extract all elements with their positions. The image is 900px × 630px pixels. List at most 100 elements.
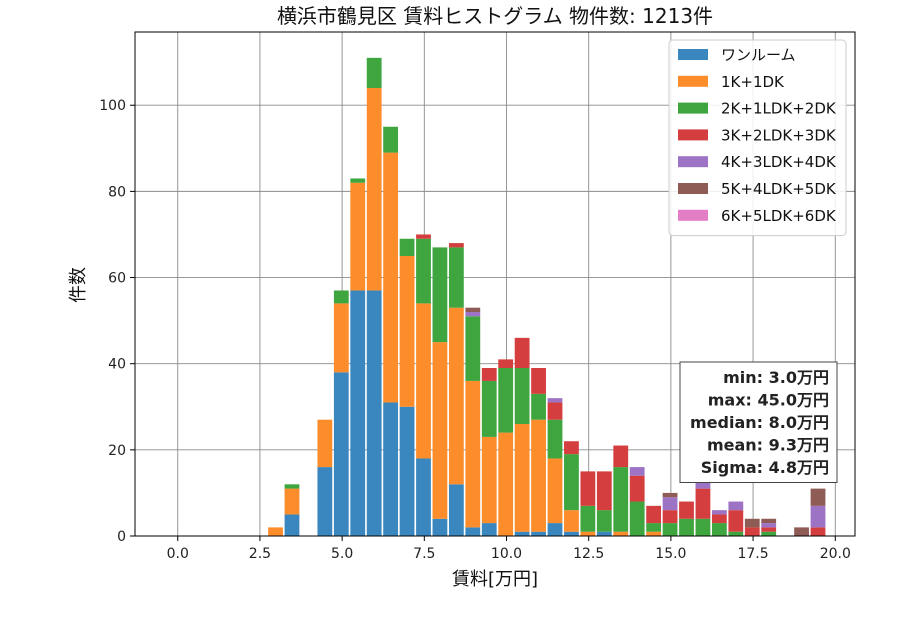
legend-swatch	[678, 129, 708, 141]
y-tick-label: 80	[108, 184, 126, 200]
bar-segment	[564, 510, 579, 532]
bar-segment	[744, 518, 760, 528]
bar-segment	[465, 312, 481, 317]
bar-segment	[646, 531, 662, 536]
y-tick-label: 60	[108, 271, 126, 287]
bar-segment	[580, 471, 596, 506]
bar-segment	[564, 531, 579, 536]
bar-segment	[531, 393, 546, 420]
legend-label: 5K+4LDK+5DK	[721, 180, 837, 198]
bar-segment	[580, 505, 596, 532]
bar-segment	[514, 424, 530, 532]
bar-segment	[481, 368, 497, 381]
bar-segment	[448, 484, 464, 536]
bar-segment	[711, 514, 727, 524]
bar-segment	[284, 514, 300, 536]
bar-segment	[613, 445, 629, 468]
bar-segment	[580, 531, 596, 536]
bar-segment	[761, 527, 777, 532]
bar-segment	[432, 247, 448, 343]
bar-segment	[481, 436, 497, 524]
bar-segment	[662, 497, 678, 511]
bar-segment	[399, 238, 415, 256]
x-tick-label: 15.0	[655, 546, 686, 562]
y-tick-label: 0	[117, 529, 126, 545]
bar-segment	[317, 467, 333, 536]
bar-segment	[679, 501, 694, 519]
x-tick-label: 10.0	[491, 546, 522, 562]
x-tick-label: 5.0	[331, 546, 353, 562]
bar-segment	[448, 247, 464, 308]
legend-swatch	[678, 209, 708, 221]
bar-segment	[416, 303, 431, 459]
x-axis-label: 賃料[万円]	[452, 569, 538, 590]
x-tick-label: 17.5	[737, 546, 768, 562]
y-tick-label: 20	[108, 443, 126, 459]
bar-segment	[646, 523, 662, 532]
bar-segment	[596, 531, 612, 536]
y-axis-label: 件数	[68, 267, 89, 303]
x-tick-label: 2.5	[249, 546, 271, 562]
y-tick-label: 40	[108, 357, 126, 373]
legend-label: 2K+1LDK+2DK	[721, 100, 837, 118]
bar-segment	[416, 458, 431, 536]
bar-segment	[514, 531, 530, 536]
bar-segment	[629, 467, 645, 476]
bar-segment	[810, 505, 826, 528]
x-tick-label: 12.5	[573, 546, 604, 562]
bar-segment	[728, 501, 744, 511]
ticks-layer: 0.0 2.5 5.0 7.5 10.0 12.5 15.0 17.5 20.0 0 20 40 60 8…	[99, 98, 851, 562]
y-tick-label: 100	[99, 98, 126, 114]
legend-swatch	[678, 156, 708, 168]
bar-segment	[383, 152, 399, 403]
bar-segment	[596, 471, 612, 511]
bar-segment	[268, 527, 283, 536]
bar-segment	[695, 488, 711, 519]
chart-title: 横浜市鶴見区 賃料ヒストグラム 物件数: 1213件	[277, 4, 713, 28]
bar-segment	[531, 419, 546, 532]
bar-segment	[350, 290, 366, 536]
bar-segment	[728, 531, 744, 536]
bar-segment	[695, 480, 711, 489]
bar-segment	[333, 372, 349, 536]
bar-segment	[728, 510, 744, 532]
bar-segment	[317, 419, 333, 468]
bar-segment	[531, 531, 546, 536]
legend-box	[668, 39, 847, 237]
bar-segment	[498, 432, 514, 536]
legend-label: 6K+5LDK+6DK	[721, 207, 837, 225]
bar-segment	[350, 182, 366, 291]
legend-swatch	[678, 102, 708, 114]
bar-segment	[547, 523, 563, 536]
stats-line: mean: 9.3万円	[707, 436, 829, 455]
legend-label: ワンルーム	[721, 46, 796, 64]
stats-line: max: 45.0万円	[708, 391, 829, 410]
legend-swatch	[678, 75, 708, 87]
bar-segment	[810, 527, 826, 536]
bar-segment	[629, 475, 645, 502]
bar-segment	[547, 419, 563, 459]
bar-segment	[547, 398, 563, 403]
legend-label: 3K+2LDK+3DK	[721, 126, 837, 144]
bar-segment	[366, 57, 382, 88]
bar-segment	[399, 256, 415, 407]
bar-segment	[596, 510, 612, 532]
bar-segment	[498, 368, 514, 433]
stats-box-frame	[679, 361, 838, 483]
bar-segment	[399, 406, 415, 536]
bar-segment	[662, 492, 678, 498]
bar-segment	[383, 126, 399, 153]
stats-line: min: 3.0万円	[723, 368, 829, 387]
bar-segment	[613, 467, 629, 532]
bar-segment	[284, 484, 300, 489]
legend-label: 1K+1DK	[721, 73, 785, 91]
bar-segment	[646, 505, 662, 524]
bar-segment	[761, 531, 777, 536]
bar-segment	[448, 307, 464, 485]
stats-line: Sigma: 4.8万円	[701, 458, 829, 477]
bar-segment	[498, 359, 514, 368]
plot-frame	[134, 31, 856, 537]
bar-segment	[416, 234, 431, 239]
bar-segment	[613, 531, 629, 536]
